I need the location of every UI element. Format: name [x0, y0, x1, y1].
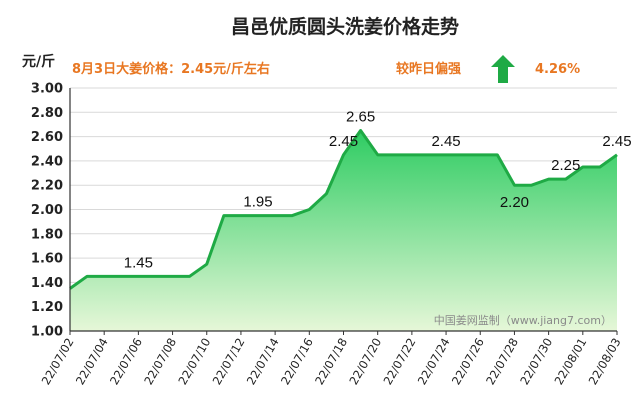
y-tick-label: 2.60 — [31, 130, 63, 145]
x-tick-label: 22/07/24 — [415, 336, 453, 388]
watermark: 中国姜网监制（www.jiang7.com） — [434, 313, 612, 327]
y-tick-label: 1.40 — [31, 276, 63, 291]
x-tick-label: 22/07/08 — [141, 336, 179, 388]
y-tick-label: 3.00 — [31, 82, 63, 97]
compare-note: 较昨日偏强 — [396, 61, 461, 77]
y-tick-label: 1.80 — [31, 227, 63, 242]
x-tick-label: 22/07/02 — [39, 336, 77, 388]
y-tick-label: 1.60 — [31, 252, 63, 267]
y-tick-label: 2.20 — [31, 179, 63, 194]
change-percent: 4.26% — [535, 62, 580, 77]
x-tick-label: 22/07/26 — [449, 336, 487, 388]
x-axis-ticks: 22/07/0222/07/0422/07/0622/07/0822/07/10… — [39, 331, 624, 387]
y-tick-label: 2.00 — [31, 203, 63, 218]
y-tick-label: 2.80 — [31, 106, 63, 121]
area-fill — [70, 130, 617, 331]
data-label: 2.45 — [602, 133, 631, 150]
x-tick-label: 22/07/18 — [312, 336, 350, 388]
x-tick-label: 22/07/20 — [346, 336, 384, 388]
up-arrow-icon — [491, 55, 515, 83]
x-tick-label: 22/07/12 — [210, 336, 248, 388]
x-tick-label: 22/07/28 — [483, 336, 521, 388]
plot-area — [69, 129, 618, 331]
y-tick-label: 1.00 — [31, 325, 63, 340]
y-axis-ticks: 1.00 1.20 1.40 1.60 1.80 2.00 2.20 2.40 2.60 2.80… — [31, 82, 63, 340]
y-tick-label: 1.20 — [31, 300, 63, 315]
x-tick-label: 22/07/06 — [107, 336, 145, 388]
x-tick-label: 22/07/16 — [278, 336, 316, 388]
data-label: 2.65 — [346, 109, 375, 126]
data-labels: 1.45 1.95 2.45 2.65 2.45 2.20 2.25 2.45 — [124, 109, 632, 272]
x-tick-label: 22/07/30 — [517, 336, 555, 388]
data-label: 2.20 — [500, 194, 529, 211]
data-label: 2.25 — [551, 157, 580, 174]
x-tick-label: 22/08/03 — [586, 336, 624, 388]
y-axis-unit: 元/斤 — [22, 53, 55, 70]
x-tick-label: 22/07/10 — [175, 336, 213, 388]
x-tick-label: 22/07/22 — [381, 336, 419, 388]
price-line — [69, 129, 618, 290]
y-tick-label: 2.40 — [31, 154, 63, 169]
data-label: 2.45 — [329, 133, 358, 150]
data-label: 1.95 — [243, 194, 272, 211]
data-label: 1.45 — [124, 254, 153, 271]
x-tick-label: 22/07/14 — [244, 336, 282, 388]
data-label: 2.45 — [431, 133, 460, 150]
x-tick-label: 22/08/01 — [551, 336, 589, 388]
price-note: 8月3日大姜价格：2.45元/斤左右 — [72, 61, 270, 77]
chart-title: 昌邑优质圆头洗姜价格走势 — [231, 15, 459, 38]
x-tick-label: 22/07/04 — [73, 336, 111, 388]
